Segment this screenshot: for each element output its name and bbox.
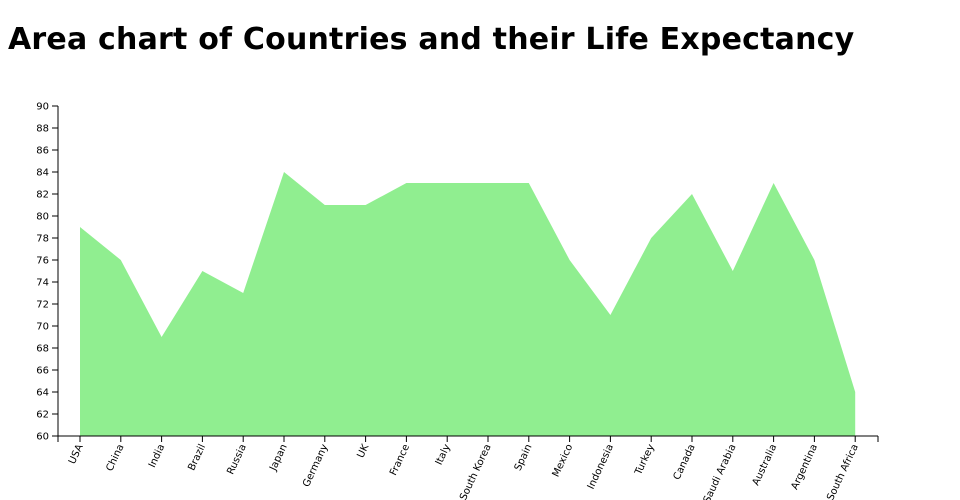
y-axis: 60 62 64 66 68 70 72 74 76 78 80 82 84 86 88 90	[36, 102, 59, 443]
data-point-argentina	[812, 258, 816, 262]
x-tick-label: Argentina	[790, 443, 821, 492]
y-tick-label: 72	[36, 300, 49, 311]
x-tick-label: South Korea	[458, 443, 494, 500]
data-point-turkey	[649, 236, 653, 240]
y-tick-label: 70	[36, 322, 49, 333]
y-tick-label: 88	[36, 124, 49, 135]
y-tick-label: 68	[36, 344, 49, 355]
data-point-mexico	[568, 258, 572, 262]
data-point-brazil	[200, 269, 204, 273]
data-point-south-korea	[486, 181, 490, 185]
data-point-usa	[78, 225, 82, 229]
x-axis: USA China India Brazil Russia Japan Germany UK F…	[57, 435, 879, 500]
data-point-uk	[364, 203, 368, 207]
data-point-saudi-arabia	[731, 269, 735, 273]
x-tick-label: Brazil	[186, 443, 208, 473]
data-point-south-africa	[853, 390, 857, 394]
data-point-india	[160, 335, 164, 339]
area-series	[80, 172, 856, 436]
data-point-germany	[323, 203, 327, 207]
x-tick-label: UK	[355, 442, 371, 460]
x-tick-label: India	[147, 443, 167, 470]
y-tick-label: 86	[36, 146, 49, 157]
data-point-spain	[527, 181, 531, 185]
chart-title: Area chart of Countries and their Life E…	[8, 22, 855, 57]
y-tick-label: 74	[36, 278, 49, 289]
data-point-canada	[690, 192, 694, 196]
x-tick-label: Germany	[301, 443, 330, 489]
data-point-russia	[241, 291, 245, 295]
data-point-france	[404, 181, 408, 185]
x-tick-label: France	[388, 443, 412, 478]
y-tick-label: 76	[36, 256, 49, 267]
y-tick-label: 62	[36, 410, 49, 421]
y-tick-label: 64	[36, 388, 49, 399]
data-point-australia	[772, 181, 776, 185]
x-tick-label: Mexico	[551, 443, 576, 479]
x-tick-label: Saudi Arabia	[702, 443, 739, 500]
x-tick-label: Russia	[225, 443, 249, 477]
y-tick-label: 82	[36, 190, 49, 201]
x-tick-label: Indonesia	[586, 443, 616, 491]
data-point-italy	[445, 181, 449, 185]
y-tick-label: 90	[36, 102, 49, 113]
x-tick-label: China	[104, 443, 126, 474]
y-tick-label: 60	[36, 432, 49, 443]
x-tick-label: USA	[67, 442, 86, 466]
y-tick-label: 84	[36, 168, 49, 179]
data-point-indonesia	[608, 313, 612, 317]
area-layer	[78, 170, 857, 436]
x-tick-label: Italy	[434, 443, 453, 467]
y-tick-label: 78	[36, 234, 49, 245]
x-tick-label: Australia	[751, 443, 780, 488]
y-tick-label: 66	[36, 366, 49, 377]
x-tick-label: Canada	[672, 443, 698, 482]
data-point-japan	[282, 170, 286, 174]
x-tick-label: Turkey	[633, 443, 657, 478]
x-tick-label: Spain	[513, 443, 535, 473]
data-point-china	[119, 258, 123, 262]
x-tick-label: Japan	[268, 443, 290, 474]
y-tick-label: 80	[36, 212, 49, 223]
x-tick-label: South Africa	[825, 443, 861, 500]
